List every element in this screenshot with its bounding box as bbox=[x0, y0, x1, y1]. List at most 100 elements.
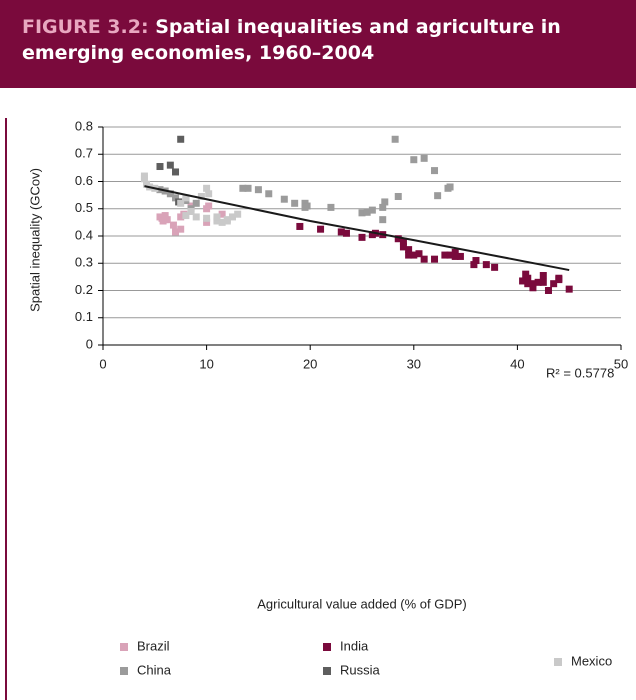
point bbox=[205, 202, 213, 210]
point bbox=[192, 199, 200, 207]
point bbox=[301, 203, 309, 211]
point bbox=[420, 255, 428, 263]
point bbox=[254, 186, 262, 194]
x-tick-label: 20 bbox=[303, 356, 317, 371]
point bbox=[218, 210, 226, 218]
point bbox=[161, 216, 169, 224]
point bbox=[280, 195, 288, 203]
point bbox=[405, 246, 413, 254]
legend-label: China bbox=[137, 662, 172, 677]
point bbox=[529, 284, 537, 292]
point bbox=[379, 216, 387, 224]
point bbox=[177, 225, 185, 233]
point bbox=[187, 207, 195, 215]
point bbox=[192, 213, 200, 221]
point bbox=[213, 213, 221, 221]
x-tick-label: 0 bbox=[99, 356, 106, 371]
y-tick-label: 0.8 bbox=[75, 118, 93, 133]
point bbox=[451, 248, 459, 256]
point bbox=[363, 208, 371, 216]
legend-label: Russia bbox=[340, 662, 381, 677]
point bbox=[399, 237, 407, 245]
point bbox=[172, 168, 180, 176]
legend-label: Mexico bbox=[571, 653, 612, 668]
figure-label: FIGURE 3.2: bbox=[22, 16, 149, 38]
point bbox=[358, 233, 366, 241]
point bbox=[265, 190, 273, 198]
point bbox=[161, 212, 169, 220]
point bbox=[446, 183, 454, 191]
figure-title: Spatial inequalities and agriculture in … bbox=[22, 16, 561, 64]
y-axis-label: Spatial inequality (GCov) bbox=[27, 168, 42, 312]
y-tick-label: 0.3 bbox=[75, 255, 93, 270]
y-tick-label: 0.1 bbox=[75, 309, 93, 324]
y-tick-label: 0.2 bbox=[75, 282, 93, 297]
point bbox=[410, 156, 418, 164]
point bbox=[446, 251, 454, 259]
point bbox=[472, 257, 480, 265]
point bbox=[470, 261, 478, 269]
point bbox=[399, 243, 407, 251]
legend-swatch bbox=[120, 667, 128, 675]
point bbox=[177, 135, 185, 143]
point bbox=[524, 280, 532, 288]
figure-header: FIGURE 3.2: Spatial inequalities and agr… bbox=[0, 0, 636, 88]
point bbox=[182, 212, 190, 220]
point bbox=[244, 184, 252, 192]
point bbox=[394, 235, 402, 243]
point bbox=[223, 217, 231, 225]
y-tick-label: 0.7 bbox=[75, 146, 93, 161]
legend-swatch bbox=[323, 667, 331, 675]
point bbox=[391, 135, 399, 143]
point bbox=[550, 280, 558, 288]
point bbox=[140, 175, 148, 183]
point bbox=[431, 167, 439, 175]
point bbox=[172, 228, 180, 236]
legend-swatch bbox=[120, 643, 128, 651]
point bbox=[539, 278, 547, 286]
point bbox=[166, 161, 174, 169]
point bbox=[524, 274, 532, 282]
point bbox=[544, 287, 552, 294]
point bbox=[172, 194, 180, 202]
y-tick-label: 0.5 bbox=[75, 200, 93, 215]
point bbox=[177, 199, 185, 207]
point bbox=[519, 277, 527, 285]
point bbox=[342, 229, 350, 237]
point bbox=[565, 285, 573, 293]
point bbox=[327, 203, 335, 211]
point bbox=[368, 206, 376, 214]
x-tick-label: 30 bbox=[407, 356, 421, 371]
point bbox=[379, 203, 387, 211]
point bbox=[358, 209, 366, 217]
trendline bbox=[144, 185, 570, 272]
point bbox=[456, 252, 464, 260]
point bbox=[296, 222, 304, 230]
point bbox=[234, 210, 242, 218]
legend-label: India bbox=[340, 638, 369, 653]
point bbox=[534, 278, 542, 286]
legend-swatch bbox=[323, 643, 331, 651]
point bbox=[205, 190, 213, 198]
x-tick-label: 50 bbox=[614, 356, 628, 371]
point bbox=[415, 250, 423, 258]
point bbox=[434, 192, 442, 200]
point bbox=[529, 280, 537, 288]
r-squared: R² = 0.5778 bbox=[546, 365, 614, 380]
point bbox=[381, 198, 389, 206]
y-tick-label: 0.6 bbox=[75, 173, 93, 188]
point bbox=[218, 218, 226, 226]
point bbox=[555, 274, 563, 282]
point bbox=[522, 270, 530, 278]
point bbox=[451, 252, 459, 260]
point bbox=[491, 263, 499, 271]
point bbox=[405, 251, 413, 259]
x-axis-label: Agricultural value added (% of GDP) bbox=[257, 596, 467, 611]
point bbox=[213, 217, 221, 225]
point bbox=[337, 228, 345, 236]
point bbox=[482, 261, 490, 269]
point bbox=[203, 218, 211, 226]
point bbox=[239, 184, 247, 192]
